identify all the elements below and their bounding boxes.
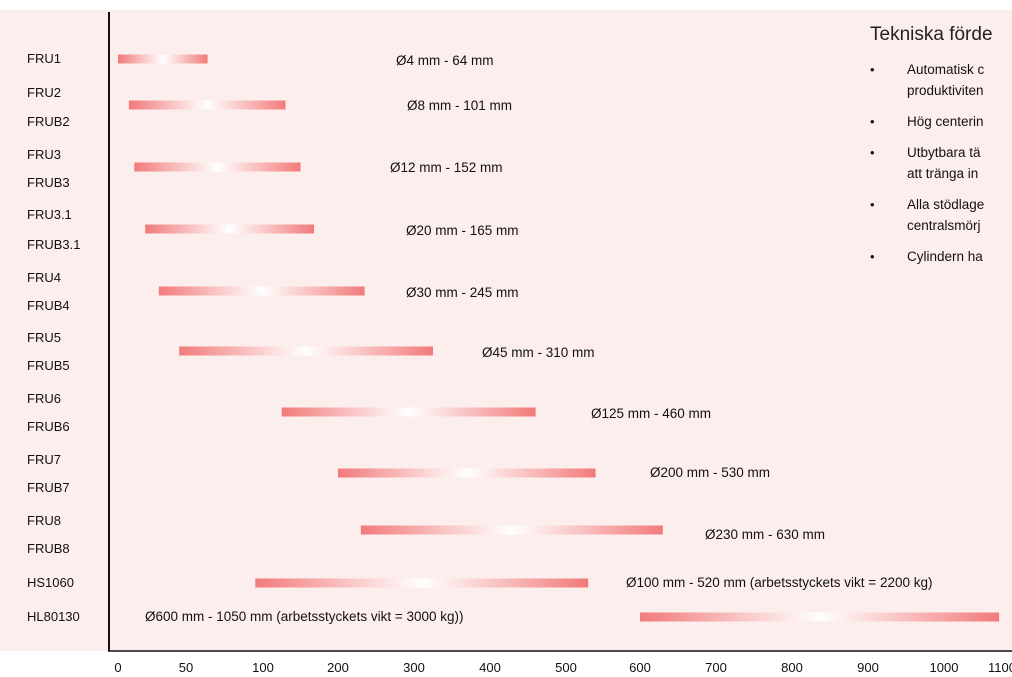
row-label: FRUB7 bbox=[27, 480, 70, 495]
row-label: FRU4 bbox=[27, 270, 61, 285]
row-label: FRU3 bbox=[27, 147, 61, 162]
range-label: Ø100 mm - 520 mm (arbetsstyckets vikt = … bbox=[626, 575, 932, 590]
advantages-list: • Automatisk c produktiviten • Hög centerin •… bbox=[870, 59, 1012, 267]
x-tick-label: 500 bbox=[555, 660, 577, 675]
x-tick-label: 1000 bbox=[930, 660, 959, 675]
row-label: FRU6 bbox=[27, 391, 61, 406]
x-tick-label: 400 bbox=[479, 660, 501, 675]
row-label: FRUB3 bbox=[27, 175, 70, 190]
advantage-text: Alla stödlage bbox=[907, 197, 985, 212]
range-bar bbox=[145, 224, 314, 234]
x-tick-label: 600 bbox=[629, 660, 651, 675]
x-tick-label: 800 bbox=[781, 660, 803, 675]
row-label: FRUB8 bbox=[27, 541, 70, 556]
range-label: Ø230 mm - 630 mm bbox=[705, 527, 825, 542]
range-bar bbox=[281, 407, 536, 417]
range-bar bbox=[118, 54, 208, 64]
advantage-text: Utbytbara tä bbox=[907, 145, 981, 160]
row-label: FRU5 bbox=[27, 330, 61, 345]
x-tick-label: 1100 bbox=[988, 660, 1012, 675]
range-label: Ø200 mm - 530 mm bbox=[650, 465, 770, 480]
x-tick-label: 900 bbox=[857, 660, 879, 675]
advantage-text: Hög centerin bbox=[907, 114, 984, 129]
range-bar bbox=[640, 612, 1000, 622]
advantage-item: • Automatisk c produktiviten bbox=[870, 59, 1012, 101]
range-label: Ø125 mm - 460 mm bbox=[591, 406, 711, 421]
row-label: FRU2 bbox=[27, 85, 61, 100]
range-bar bbox=[338, 468, 596, 478]
x-tick-label: 300 bbox=[403, 660, 425, 675]
advantage-text: produktiviten bbox=[907, 83, 984, 98]
range-label: Ø8 mm - 101 mm bbox=[407, 98, 512, 113]
x-tick-label: 200 bbox=[327, 660, 349, 675]
row-label: HL80130 bbox=[27, 609, 80, 624]
x-tick-label: 0 bbox=[114, 660, 121, 675]
range-label: Ø600 mm - 1050 mm (arbetsstyckets vikt =… bbox=[145, 609, 463, 624]
row-label: FRU7 bbox=[27, 452, 61, 467]
row-label: FRU8 bbox=[27, 513, 61, 528]
range-bar bbox=[158, 286, 365, 296]
x-tick-label: 100 bbox=[252, 660, 274, 675]
bullet-icon: • bbox=[870, 197, 875, 212]
x-tick-label: 50 bbox=[179, 660, 193, 675]
row-label: FRUB5 bbox=[27, 358, 70, 373]
row-label: FRUB3.1 bbox=[27, 237, 80, 252]
advantage-text: centralsmörj bbox=[907, 218, 981, 233]
range-bar bbox=[360, 525, 663, 535]
panel-heading: Tekniska förde bbox=[870, 24, 993, 45]
row-label: FRUB6 bbox=[27, 419, 70, 434]
advantage-text: att tränga in bbox=[907, 166, 979, 181]
advantage-text: Automatisk c bbox=[907, 62, 985, 77]
range-label: Ø30 mm - 245 mm bbox=[406, 285, 519, 300]
bullet-icon: • bbox=[870, 62, 875, 77]
row-label: FRU3.1 bbox=[27, 207, 72, 222]
row-label: FRUB4 bbox=[27, 298, 70, 313]
technical-advantages-panel: Tekniska förde • Automatisk c produktivite… bbox=[870, 24, 1012, 344]
range-label: Ø12 mm - 152 mm bbox=[390, 160, 503, 175]
advantage-text: Cylindern ha bbox=[907, 249, 983, 264]
range-bar bbox=[128, 100, 286, 110]
range-bar bbox=[179, 346, 433, 356]
bullet-icon: • bbox=[870, 145, 875, 160]
range-label: Ø45 mm - 310 mm bbox=[482, 345, 595, 360]
x-tick-label: 700 bbox=[705, 660, 727, 675]
advantage-item: • Hög centerin bbox=[870, 111, 1012, 132]
range-label: Ø20 mm - 165 mm bbox=[406, 223, 519, 238]
chart-background bbox=[0, 10, 1012, 651]
range-label: Ø4 mm - 64 mm bbox=[396, 53, 494, 68]
advantage-item: • Utbytbara tä att tränga in bbox=[870, 142, 1012, 184]
advantage-item: • Alla stödlage centralsmörj bbox=[870, 194, 1012, 236]
row-label: FRU1 bbox=[27, 51, 61, 66]
row-label: HS1060 bbox=[27, 575, 74, 590]
bullet-icon: • bbox=[870, 249, 875, 264]
advantage-item: • Cylindern ha bbox=[870, 246, 1012, 267]
range-bar bbox=[134, 162, 301, 172]
bullet-icon: • bbox=[870, 114, 875, 129]
range-bar bbox=[255, 578, 589, 588]
row-label: FRUB2 bbox=[27, 114, 70, 129]
